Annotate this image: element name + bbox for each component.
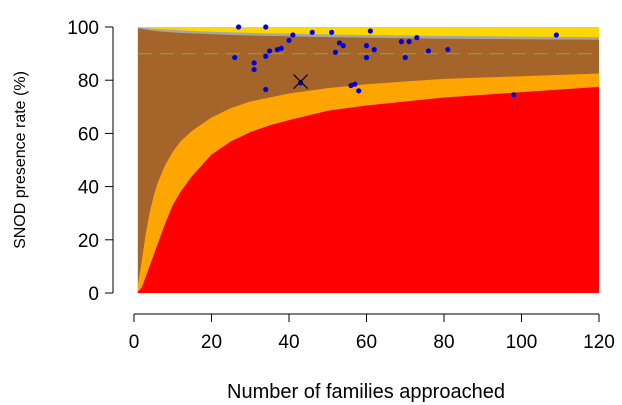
y-axis-title: SNOD presence rate (%) bbox=[12, 71, 29, 249]
y-axis: 0 20 40 60 80 100 bbox=[67, 18, 114, 305]
data-point bbox=[278, 45, 284, 51]
x-tick-label: 100 bbox=[506, 332, 538, 353]
data-point bbox=[414, 35, 420, 41]
data-point bbox=[425, 48, 432, 54]
points-layer bbox=[232, 24, 559, 98]
data-point bbox=[332, 49, 339, 55]
data-point bbox=[406, 39, 412, 45]
x-tick-label: 60 bbox=[356, 332, 377, 353]
target-marker-stroke bbox=[293, 74, 309, 89]
data-point bbox=[309, 29, 315, 35]
data-point bbox=[445, 47, 451, 53]
data-point bbox=[251, 60, 257, 66]
data-point bbox=[267, 48, 273, 54]
y-tick-label: 80 bbox=[78, 71, 99, 92]
data-point bbox=[371, 47, 377, 53]
data-point bbox=[553, 32, 559, 38]
data-point bbox=[263, 53, 269, 59]
data-point bbox=[336, 40, 342, 46]
data-point bbox=[363, 43, 370, 49]
y-tick-label: 100 bbox=[67, 18, 99, 39]
band-layer bbox=[137, 27, 599, 294]
y-tick-label: 60 bbox=[78, 124, 99, 145]
data-point bbox=[251, 66, 257, 73]
data-point bbox=[367, 28, 373, 34]
data-point bbox=[286, 37, 292, 43]
data-point bbox=[329, 29, 335, 35]
data-point bbox=[340, 43, 346, 49]
x-tick-label: 120 bbox=[583, 332, 615, 353]
data-point bbox=[402, 54, 408, 61]
x-tick-label: 40 bbox=[278, 332, 299, 353]
x-tick-label: 20 bbox=[201, 332, 222, 353]
data-point bbox=[263, 86, 269, 93]
y-tick-label: 20 bbox=[78, 231, 99, 252]
data-point bbox=[232, 54, 238, 61]
x-tick-label: 0 bbox=[129, 332, 140, 353]
data-point bbox=[363, 54, 370, 61]
y-tick-label: 40 bbox=[78, 178, 99, 199]
data-point bbox=[290, 32, 296, 38]
x-axis-title: Number of families approached bbox=[227, 381, 505, 403]
data-point bbox=[263, 24, 269, 30]
data-point bbox=[398, 39, 404, 45]
x-tick-label: 80 bbox=[433, 332, 454, 353]
band-red bbox=[137, 86, 599, 293]
data-point bbox=[352, 81, 358, 87]
data-point bbox=[511, 92, 517, 98]
data-point bbox=[298, 80, 304, 86]
target-marker bbox=[293, 74, 309, 89]
x-axis: 0 20 40 60 80 100 120 bbox=[129, 313, 615, 353]
y-tick-label: 0 bbox=[88, 284, 99, 305]
data-point bbox=[236, 24, 242, 30]
data-point bbox=[356, 88, 362, 94]
